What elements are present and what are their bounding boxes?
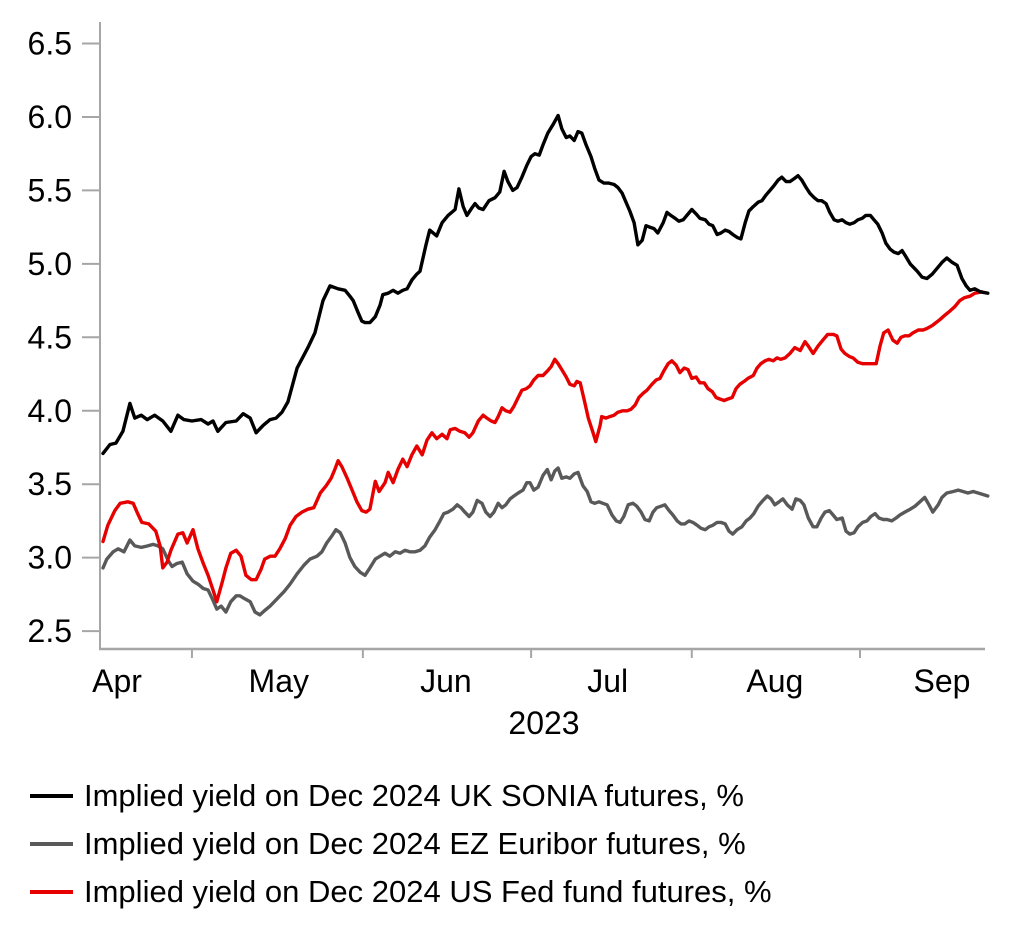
legend-item-uk-sonia: Implied yield on Dec 2024 UK SONIA futur… bbox=[30, 772, 772, 820]
x-month-label: Jun bbox=[420, 663, 472, 699]
y-tick-label: 3.0 bbox=[28, 540, 72, 576]
series-line-us-fed-funds bbox=[101, 290, 984, 604]
x-month-label: May bbox=[249, 663, 309, 699]
x-month-label: Jul bbox=[587, 663, 628, 699]
sonia-line-swatch bbox=[30, 794, 73, 798]
legend-label-ez-euribor: Implied yield on Dec 2024 EZ Euribor fut… bbox=[84, 826, 746, 861]
fed-funds-line-swatch bbox=[30, 890, 73, 894]
legend-item-ez-euribor: Implied yield on Dec 2024 EZ Euribor fut… bbox=[30, 820, 772, 868]
y-tick-label: 5.0 bbox=[28, 246, 72, 282]
x-month-label: Apr bbox=[92, 663, 142, 699]
x-year-label: 2023 bbox=[508, 705, 579, 741]
legend-label-uk-sonia: Implied yield on Dec 2024 UK SONIA futur… bbox=[84, 778, 744, 813]
legend: Implied yield on Dec 2024 UK SONIA futur… bbox=[30, 772, 772, 916]
y-tick-label: 2.5 bbox=[28, 613, 72, 649]
y-tick-label: 5.5 bbox=[28, 172, 72, 208]
x-month-label: Aug bbox=[746, 663, 803, 699]
series-line-uk-sonia bbox=[101, 113, 990, 456]
y-tick-label: 3.5 bbox=[28, 466, 72, 502]
euribor-line-swatch bbox=[30, 842, 73, 846]
implied-yield-futures-chart: 6.5 6.0 5.5 5.0 4.5 4.0 3.5 3.0 2.5 Apr May Jun Jul A… bbox=[28, 22, 990, 741]
y-tick-label: 4.5 bbox=[28, 319, 72, 355]
series-line-ez-euribor bbox=[101, 466, 990, 617]
y-tick-label: 6.5 bbox=[28, 26, 72, 62]
y-tick-label: 6.0 bbox=[28, 99, 72, 135]
y-tick-label: 4.0 bbox=[28, 393, 72, 429]
legend-label-us-fed-funds: Implied yield on Dec 2024 US Fed fund fu… bbox=[84, 874, 772, 909]
x-month-label: Sep bbox=[914, 663, 971, 699]
legend-item-us-fed-funds: Implied yield on Dec 2024 US Fed fund fu… bbox=[30, 868, 772, 916]
